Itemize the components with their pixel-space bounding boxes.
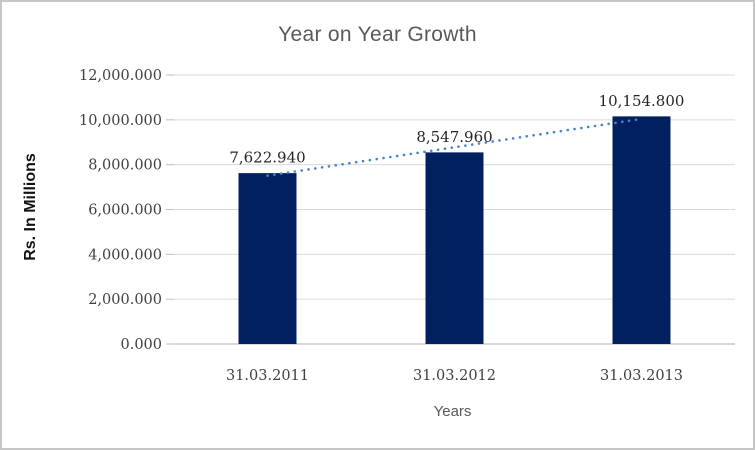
x-tick-label: 31.03.2011 bbox=[226, 368, 309, 384]
x-tick-label: 31.03.2012 bbox=[413, 368, 496, 384]
bar bbox=[425, 152, 484, 344]
chart-title: Year on Year Growth bbox=[278, 23, 477, 46]
bar-data-label: 8,547.960 bbox=[416, 128, 492, 146]
y-tick-label: 0.000 bbox=[120, 337, 162, 353]
y-tick-label: 10,000.000 bbox=[79, 113, 162, 129]
y-tick-label: 4,000.000 bbox=[88, 247, 162, 263]
bar-data-label: 10,154.800 bbox=[599, 92, 685, 110]
y-tick-label: 12,000.000 bbox=[79, 68, 162, 84]
bar bbox=[612, 116, 671, 344]
y-tick-label: 6,000.000 bbox=[88, 203, 162, 219]
bar bbox=[238, 173, 297, 344]
y-tick-label: 2,000.000 bbox=[88, 292, 162, 308]
x-tick-label: 31.03.2013 bbox=[600, 368, 683, 384]
x-axis-title: Years bbox=[433, 403, 472, 420]
bar-data-label: 7,622.940 bbox=[229, 149, 305, 167]
trendline bbox=[266, 117, 643, 177]
y-tick-label: 8,000.000 bbox=[88, 158, 162, 174]
